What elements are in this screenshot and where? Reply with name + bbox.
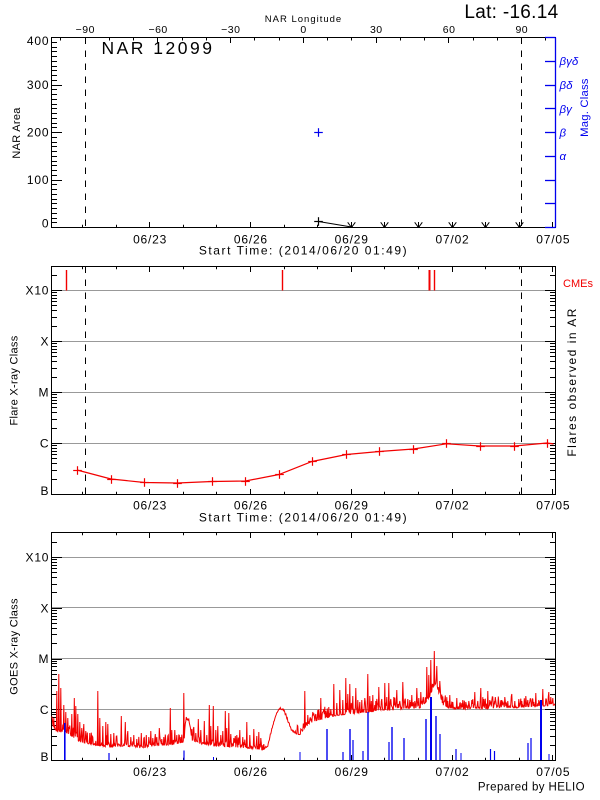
svg-text:200: 200	[27, 126, 49, 140]
svg-text:06/23: 06/23	[133, 765, 167, 779]
svg-text:M: M	[39, 652, 50, 666]
svg-text:Flare X-ray Class: Flare X-ray Class	[9, 335, 21, 425]
svg-text:06/26: 06/26	[234, 232, 268, 246]
svg-text:06/29: 06/29	[335, 765, 369, 779]
svg-text:C: C	[40, 703, 49, 717]
svg-text:100: 100	[27, 173, 49, 187]
svg-text:NAR Longitude: NAR Longitude	[265, 14, 342, 25]
svg-text:NAR 12099: NAR 12099	[102, 38, 215, 58]
svg-text:Start Time: (2014/06/20 01:49): Start Time: (2014/06/20 01:49)	[199, 510, 408, 524]
svg-text:−90: −90	[76, 24, 95, 36]
svg-text:βδ: βδ	[559, 80, 574, 92]
svg-text:07/05: 07/05	[536, 232, 570, 246]
svg-text:300: 300	[27, 78, 49, 92]
svg-text:X: X	[40, 335, 49, 349]
svg-text:07/02: 07/02	[435, 499, 469, 513]
svg-text:06/29: 06/29	[335, 232, 369, 246]
svg-text:Flares observed in AR: Flares observed in AR	[565, 307, 579, 457]
svg-text:βγδ: βγδ	[559, 56, 579, 68]
svg-text:90: 90	[515, 24, 528, 36]
svg-text:α: α	[560, 151, 567, 163]
svg-text:B: B	[40, 484, 49, 498]
svg-text:06/26: 06/26	[234, 499, 268, 513]
svg-text:β: β	[559, 128, 567, 140]
svg-text:NAR Area: NAR Area	[11, 107, 23, 159]
svg-text:M: M	[39, 386, 50, 400]
svg-text:07/02: 07/02	[435, 232, 469, 246]
svg-text:B: B	[40, 750, 49, 764]
svg-text:Start Time: (2014/06/20 01:49): Start Time: (2014/06/20 01:49)	[199, 243, 408, 257]
svg-text:CMEs: CMEs	[563, 278, 593, 290]
svg-text:X10: X10	[26, 551, 50, 565]
svg-text:βγ: βγ	[559, 104, 574, 116]
svg-text:06/29: 06/29	[335, 499, 369, 513]
svg-text:0: 0	[300, 24, 306, 36]
svg-text:07/05: 07/05	[536, 765, 570, 779]
svg-text:Lat: -16.14: Lat: -16.14	[464, 2, 558, 23]
svg-text:06/23: 06/23	[133, 499, 167, 513]
svg-text:X10: X10	[26, 284, 50, 298]
svg-text:06/26: 06/26	[234, 765, 268, 779]
svg-text:Prepared by HELIO: Prepared by HELIO	[478, 781, 585, 793]
svg-text:400: 400	[27, 34, 49, 48]
svg-text:60: 60	[443, 24, 456, 36]
svg-text:−60: −60	[148, 24, 167, 36]
svg-text:Mag. Class: Mag. Class	[579, 78, 591, 137]
svg-text:X: X	[40, 601, 49, 615]
svg-text:GOES X-ray Class: GOES X-ray Class	[9, 598, 21, 695]
svg-text:07/02: 07/02	[435, 765, 469, 779]
svg-text:−30: −30	[221, 24, 240, 36]
svg-text:C: C	[40, 437, 49, 451]
svg-text:0: 0	[42, 217, 49, 231]
svg-text:06/23: 06/23	[133, 232, 167, 246]
svg-text:30: 30	[370, 24, 383, 36]
svg-text:07/05: 07/05	[536, 499, 570, 513]
